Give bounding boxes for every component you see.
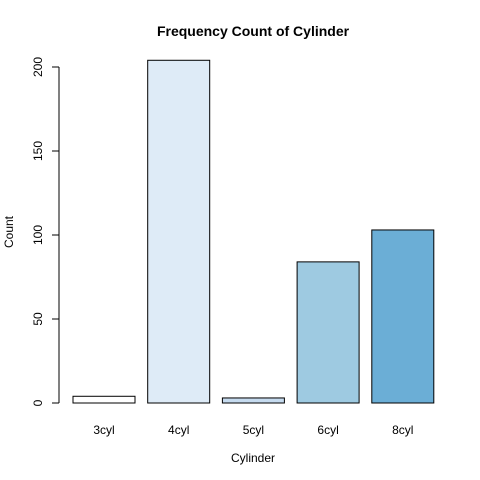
bar-5cyl [221,397,285,404]
y-axis: 0 50 100 150 200 [31,57,60,406]
x-category-labels: 3cyl 4cyl 5cyl 6cyl 8cyl [93,423,413,437]
x-category-label: 5cyl [243,423,264,437]
x-category-label: 4cyl [168,423,189,437]
x-category-label: 8cyl [392,423,413,437]
y-tick-label: 150 [31,141,45,161]
y-tick-label: 100 [31,225,45,245]
x-category-label: 6cyl [317,423,338,437]
y-tick-label: 50 [31,312,45,326]
y-tick-label: 0 [31,399,45,406]
y-axis-label: Count [2,215,16,248]
bar-3cyl [72,395,136,404]
x-category-label: 3cyl [93,423,114,437]
bars-group [72,59,435,404]
bar-6cyl [296,261,360,404]
bar-8cyl [371,229,435,404]
bar-4cyl [147,59,211,404]
y-tick-label: 200 [31,57,45,77]
chart-title: Frequency Count of Cylinder [157,23,350,39]
x-axis-label: Cylinder [231,451,275,465]
